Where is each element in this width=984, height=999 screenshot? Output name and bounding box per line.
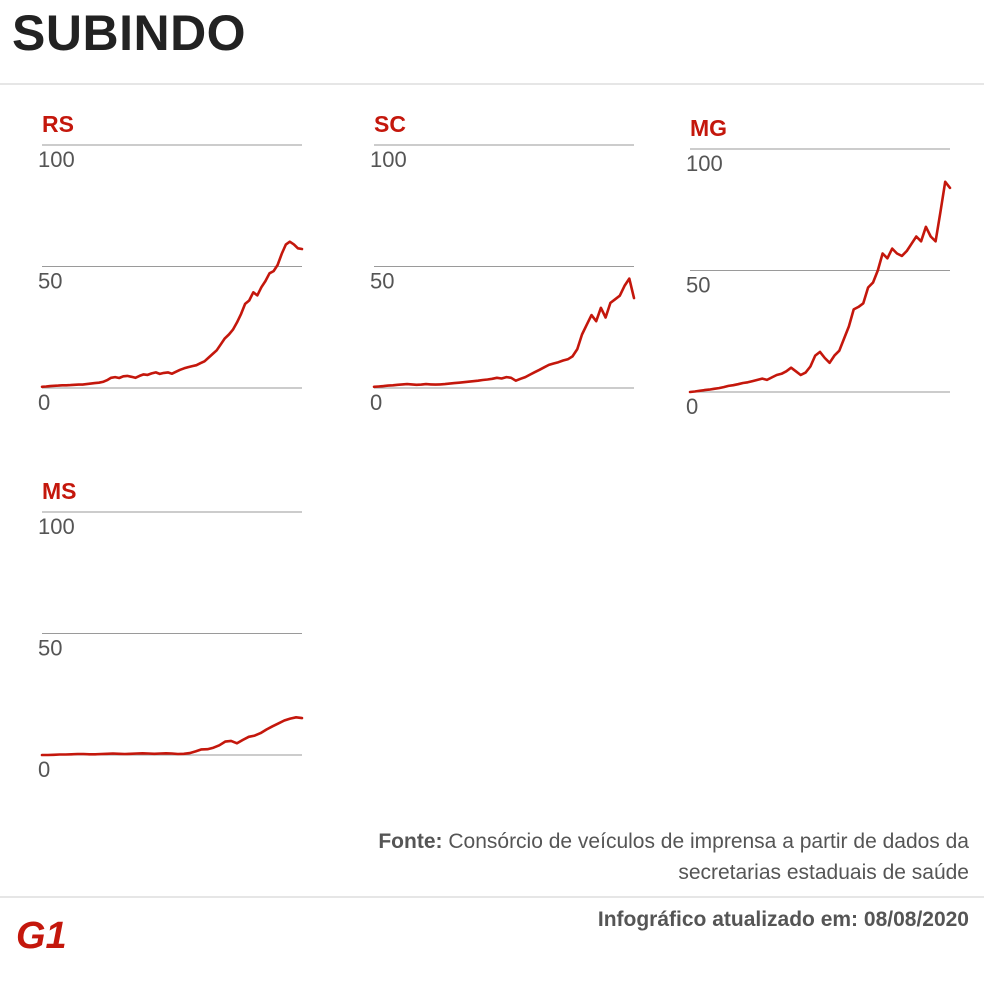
series-line [40,240,304,389]
updated-note: Infográfico atualizado em: 08/08/2020 [597,908,969,931]
top-divider [0,83,984,85]
chart-sc: SC 100 50 0 [368,111,638,422]
y-tick-label: 50 [38,636,62,661]
y-tick-label: 0 [686,394,698,419]
y-tick-label: 50 [370,269,394,294]
y-tick-label: 0 [38,757,50,782]
g1-logo: G1 [14,914,76,957]
chart-title: MG [690,115,727,141]
y-tick-label: 50 [686,273,710,298]
g1-logo-text: G1 [16,915,67,952]
chart-title: MS [42,478,77,504]
chart-mg: MG 100 50 0 [684,115,954,426]
chart-rs: RS 100 50 0 [36,111,306,422]
y-tick-label: 100 [38,147,75,172]
y-tick-label: 100 [370,147,407,172]
source-text: Consórcio de veículos de imprensa a part… [448,830,969,884]
y-tick-label: 50 [38,269,62,294]
source-note: Fonte: Consórcio de veículos de imprensa… [369,826,969,888]
y-tick-label: 0 [370,390,382,415]
bottom-divider [0,896,984,898]
chart-title: RS [42,111,74,137]
y-tick-label: 0 [38,390,50,415]
series-line [40,716,304,757]
y-tick-label: 100 [38,514,75,539]
page-title: SUBINDO [12,5,247,61]
series-line [688,180,952,394]
y-tick-label: 100 [686,151,723,176]
chart-ms: MS 100 50 0 [36,478,306,789]
chart-title: SC [374,111,406,137]
series-line [372,277,636,389]
source-label: Fonte: [378,830,443,853]
